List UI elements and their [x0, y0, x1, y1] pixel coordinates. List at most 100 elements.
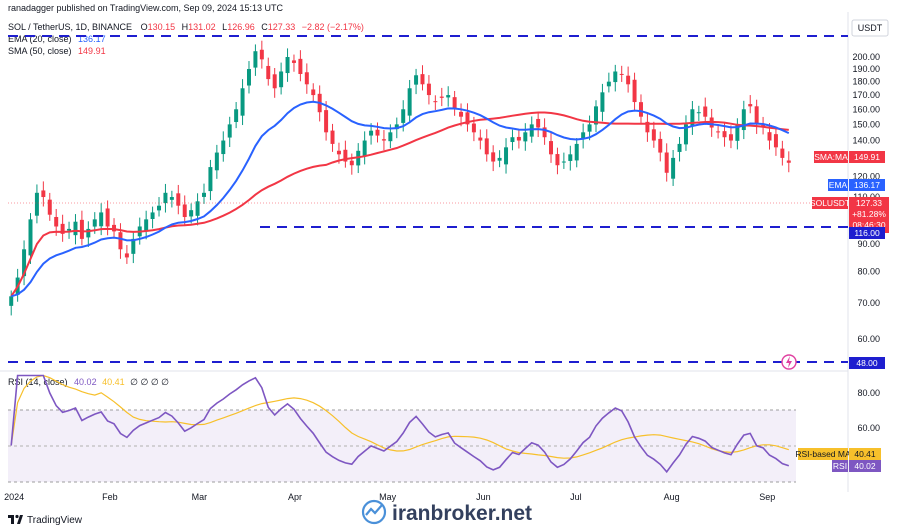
candle-body — [459, 111, 464, 117]
candle-body — [369, 130, 374, 136]
sma-price-tag: SMA:MA 149.91 — [814, 151, 885, 163]
alert-icon[interactable] — [781, 354, 797, 370]
ema-tag-value: 136.17 — [854, 180, 880, 190]
time-tick-label: Apr — [288, 492, 302, 502]
candle-body — [420, 74, 425, 85]
candle-body — [182, 204, 187, 218]
sma-legend[interactable]: SMA (50, close) 149.91 — [8, 46, 106, 56]
rsi-tick-label: 60.00 — [857, 423, 880, 433]
low-support-tag-value: 48.00 — [856, 358, 878, 368]
candle-body — [426, 83, 431, 96]
price-tick-label: 160.00 — [852, 104, 880, 114]
candle-body — [600, 92, 605, 112]
candle-body — [279, 71, 284, 88]
watermark-logo-icon — [361, 499, 387, 525]
price-tick-label: 90.00 — [857, 239, 880, 249]
currency-label: USDT — [858, 23, 883, 33]
support-tag-value: 116.00 — [854, 228, 880, 238]
candle-body — [549, 141, 554, 155]
ema-legend-value: 136.17 — [78, 34, 106, 44]
candle-body — [253, 51, 258, 68]
candle-body — [561, 161, 566, 163]
rsi-legend[interactable]: RSI (14, close) 40.02 40.41 ∅ ∅ ∅ ∅ — [8, 377, 170, 387]
time-tick-label: May — [379, 492, 397, 502]
candle-body — [728, 134, 733, 141]
candle-body — [47, 199, 52, 215]
candle-body — [234, 109, 239, 123]
candle-body — [754, 106, 759, 125]
price-tick-label: 170.00 — [852, 90, 880, 100]
candle-body — [638, 102, 643, 117]
candle-body — [471, 123, 476, 133]
candle-body — [157, 205, 162, 211]
candle-body — [613, 71, 618, 83]
time-tick-label: Sep — [759, 492, 775, 502]
candle-body — [568, 154, 573, 161]
candle-body — [324, 110, 329, 133]
candle-body — [645, 121, 650, 133]
rsi-ma-tag-value: 40.41 — [854, 449, 876, 459]
candle-body — [163, 192, 168, 204]
candle-body — [388, 132, 393, 142]
candle-body — [124, 253, 129, 258]
candle-body — [414, 75, 419, 85]
rsi-tag: RSI 40.02 — [832, 460, 881, 472]
candle-body — [381, 139, 386, 141]
time-tick-label: 2024 — [4, 492, 24, 502]
rsi-band — [8, 410, 796, 482]
candle-body — [465, 112, 470, 125]
ema-legend[interactable]: EMA (20, close) 136.17 — [8, 34, 106, 44]
price-tag-pct: +81.28% — [852, 209, 886, 219]
support-tag: 116.00 — [849, 227, 885, 239]
candle-body — [716, 131, 721, 133]
candle-body — [446, 95, 451, 98]
rsi-ma-line — [10, 374, 789, 459]
candle-body — [54, 216, 59, 227]
currency-button[interactable]: USDT — [851, 19, 889, 37]
rsi-tag-label: RSI — [833, 461, 847, 471]
candle-body — [671, 157, 676, 179]
candle-body — [542, 127, 547, 138]
candle-body — [34, 192, 39, 216]
candle-body — [529, 124, 534, 137]
price-tick-label: 140.00 — [852, 136, 880, 146]
candle-body — [407, 88, 412, 116]
rsi-tick-label: 80.00 — [857, 388, 880, 398]
candle-body — [696, 112, 701, 114]
candle-body — [221, 140, 226, 155]
candle-body — [606, 81, 611, 87]
symbol-name[interactable]: SOL / TetherUS, 1D, BINANCE — [8, 22, 133, 32]
ohlc-close: 127.33 — [267, 22, 296, 32]
candle-body — [336, 150, 341, 155]
candle-body — [105, 208, 110, 227]
candle-body — [195, 201, 200, 216]
price-tick-label: 120.00 — [852, 172, 880, 182]
ema-20-line — [10, 100, 790, 298]
time-tick-label: Jul — [570, 492, 582, 502]
time-tick-label: Jun — [476, 492, 491, 502]
candle-body — [497, 157, 502, 161]
candle-body — [651, 129, 656, 141]
symbol-line[interactable]: SOL / TetherUS, 1D, BINANCE O130.15 H131… — [8, 22, 364, 32]
price-tick-label: 180.00 — [852, 77, 880, 87]
sma-tag-label: SMA:MA — [814, 152, 848, 162]
candle-body — [574, 143, 579, 161]
tradingview-logo-icon[interactable] — [8, 514, 23, 524]
candle-body — [266, 65, 271, 80]
candle-body — [86, 228, 91, 238]
price-tick-label: 200.00 — [852, 52, 880, 62]
candle-body — [208, 167, 213, 192]
candle-body — [202, 192, 206, 197]
candle-body — [683, 124, 688, 145]
low-support-tag: 48.00 — [849, 357, 885, 369]
sma-50-line — [10, 111, 789, 297]
candle-body — [169, 197, 174, 200]
tradingview-brand: TradingView — [27, 515, 83, 526]
candle-body — [298, 58, 303, 74]
time-tick-label: Feb — [102, 492, 118, 502]
rsi-tag-value: 40.02 — [854, 461, 876, 471]
rsi-ma-tag: RSI-based MA 40.41 — [795, 448, 881, 460]
candle-body — [330, 130, 335, 144]
candle-body — [401, 109, 406, 123]
